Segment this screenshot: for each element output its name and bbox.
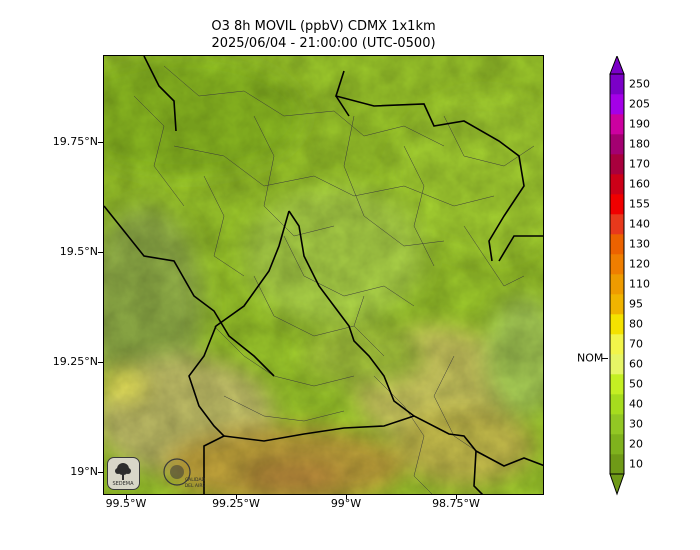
colorbar-segment [610,374,624,395]
colorbar-segment [610,334,624,355]
colorbar-outline [609,73,625,475]
y-tick-mark [98,142,103,143]
colorbar-tick-label: 80 [629,317,643,331]
y-tick-label: 19.75°N [52,135,98,148]
colorbar-segment [610,254,624,275]
x-tick-mark [346,495,347,499]
chart-title: O3 8h MOVIL (ppbV) CDMX 1x1km [211,19,436,34]
colorbar-tick-label: 190 [629,117,650,131]
chart-subtitle: 2025/06/04 - 21:00:00 (UTC-0500) [211,36,436,51]
air-quality-logo: CALIDAD DEL AIRE [159,457,209,490]
nom-reference-label: NOM [577,351,604,365]
colorbar-tick-label: 155 [629,197,650,211]
x-tick-mark [236,495,237,499]
colorbar-segment [610,134,624,155]
colorbar-segment [610,214,624,235]
colorbar-tick-label: 130 [629,237,650,251]
colorbar-segment [610,354,624,375]
x-tick-label: 99.5°W [105,497,147,510]
colorbar-max-extension [609,56,625,75]
colorbar-tick-label: 110 [629,277,650,291]
colorbar-tick-label: 10 [629,457,643,471]
colorbar-segment [610,114,624,135]
colorbar-tick-label: 160 [629,177,650,191]
colorbar-tick-label: 30 [629,417,643,431]
air-quality-emblem-icon: CALIDAD DEL AIRE [163,458,206,489]
ozone-map: SEDEMA CALIDAD DEL AIRE [103,55,544,495]
colorbar-segment [610,194,624,215]
y-tick-label: 19°N [70,465,98,478]
colorbar-segment [610,74,624,95]
x-tick-label: 98.75°W [432,497,480,510]
colorbar-segment [610,234,624,255]
y-tick-mark [98,362,103,363]
x-tick-label: 99°W [330,497,362,510]
colorbar-segment [610,154,624,175]
colorbar-segment [610,434,624,455]
y-tick-mark [98,252,103,253]
svg-text:DEL AIRE: DEL AIRE [185,483,206,489]
colorbar-tick-label: 50 [629,377,643,391]
colorbar-segment [610,174,624,195]
x-tick-mark [456,495,457,499]
colorbar-min-extension [609,473,625,496]
colorbar-segment [610,394,624,415]
colorbar-tick-label: 40 [629,397,643,411]
x-tick-mark [126,495,127,499]
tree-icon: SEDEMA [112,463,134,487]
colorbar-tick-label: 70 [629,337,643,351]
colorbar [609,56,625,496]
colorbar-segment [610,414,624,435]
y-tick-label: 19.25°N [52,355,98,368]
colorbar-tick-label: 250 [629,77,650,91]
x-tick-label: 99.25°W [212,497,260,510]
sedema-logo: SEDEMA [107,457,140,490]
svg-text:SEDEMA: SEDEMA [112,481,134,487]
colorbar-tick-label: 170 [629,157,650,171]
colorbar-segment [610,94,624,115]
nom-reference-tick [602,358,608,359]
y-tick-mark [98,472,103,473]
colorbar-segment [610,454,624,475]
colorbar-tick-label: 140 [629,217,650,231]
y-tick-label: 19.5°N [59,245,98,258]
colorbar-segment [610,314,624,335]
colorbar-tick-label: 205 [629,97,650,111]
colorbar-tick-label: 180 [629,137,650,151]
colorbar-segment [610,274,624,295]
colorbar-tick-label: 120 [629,257,650,271]
colorbar-tick-label: 95 [629,297,643,311]
colorbar-segment [610,294,624,315]
state-boundaries [104,56,543,494]
svg-text:CALIDAD: CALIDAD [185,477,206,483]
colorbar-tick-label: 60 [629,357,643,371]
colorbar-tick-label: 20 [629,437,643,451]
